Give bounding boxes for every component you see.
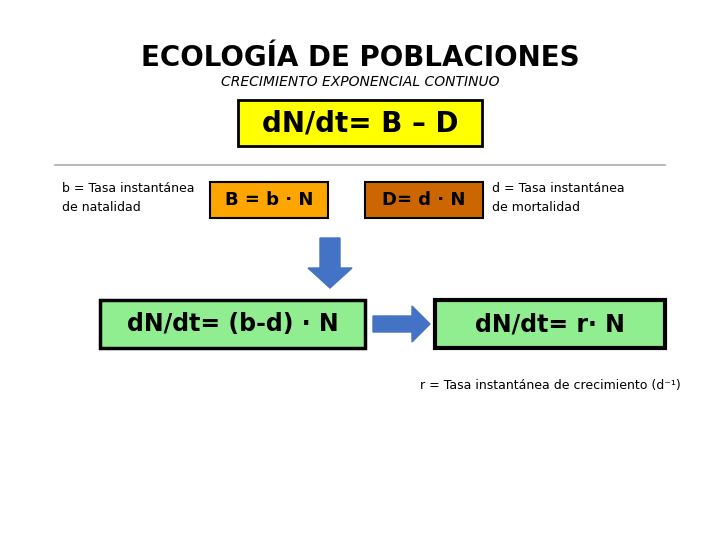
Polygon shape <box>373 306 430 342</box>
FancyBboxPatch shape <box>100 300 365 348</box>
Text: b = Tasa instantánea
de natalidad: b = Tasa instantánea de natalidad <box>62 182 194 214</box>
Text: ECOLOGÍA DE POBLACIONES: ECOLOGÍA DE POBLACIONES <box>140 44 580 72</box>
Text: CRECIMIENTO EXPONENCIAL CONTINUO: CRECIMIENTO EXPONENCIAL CONTINUO <box>221 75 499 89</box>
Text: B = b · N: B = b · N <box>225 191 313 209</box>
Polygon shape <box>308 238 352 288</box>
Text: dN/dt= r· N: dN/dt= r· N <box>475 312 625 336</box>
Text: dN/dt= B – D: dN/dt= B – D <box>262 109 458 137</box>
FancyBboxPatch shape <box>365 182 483 218</box>
FancyBboxPatch shape <box>238 100 482 146</box>
Text: dN/dt= (b-d) · N: dN/dt= (b-d) · N <box>127 312 338 336</box>
Text: d = Tasa instantánea
de mortalidad: d = Tasa instantánea de mortalidad <box>492 182 625 214</box>
FancyBboxPatch shape <box>210 182 328 218</box>
FancyBboxPatch shape <box>435 300 665 348</box>
Text: D= d · N: D= d · N <box>382 191 466 209</box>
Text: r = Tasa instantánea de crecimiento (d⁻¹): r = Tasa instantánea de crecimiento (d⁻¹… <box>420 379 680 392</box>
